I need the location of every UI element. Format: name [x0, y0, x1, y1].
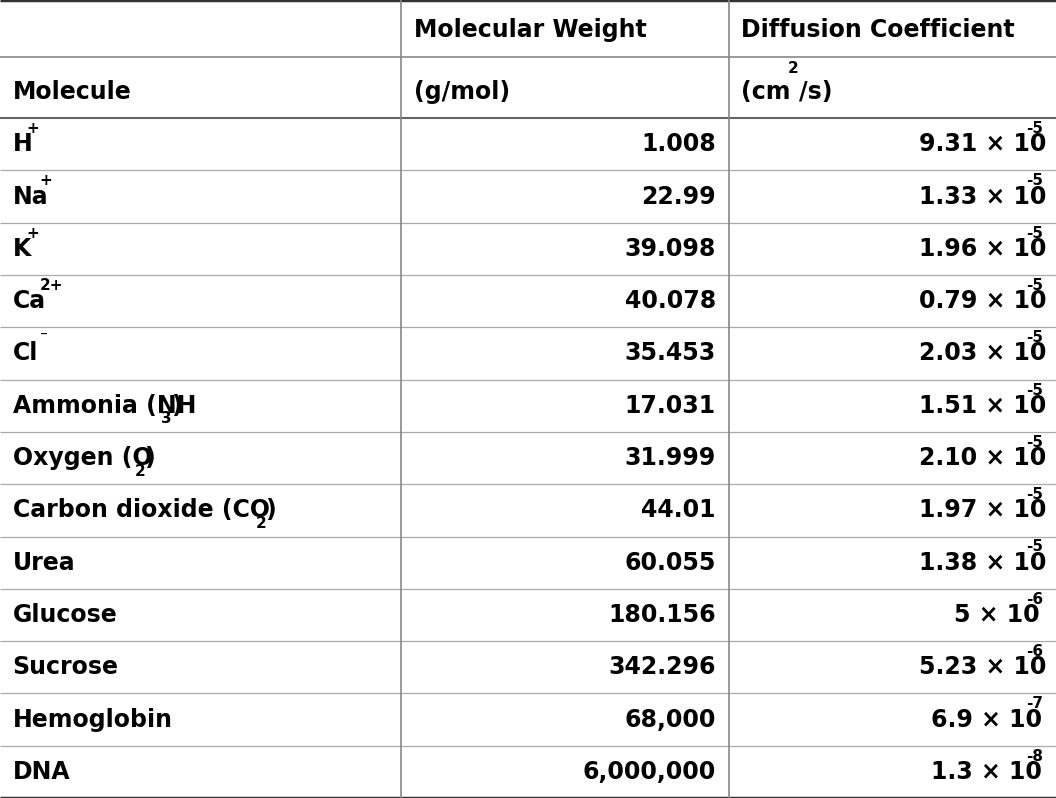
Text: (g/mol): (g/mol)	[414, 80, 510, 104]
Text: 17.031: 17.031	[625, 393, 716, 417]
Text: -5: -5	[1025, 330, 1042, 346]
Text: 5.23 × 10: 5.23 × 10	[919, 655, 1046, 679]
Text: 3: 3	[162, 411, 172, 426]
Text: Cl: Cl	[13, 342, 38, 365]
Text: -5: -5	[1025, 226, 1042, 241]
Text: Hemoglobin: Hemoglobin	[13, 708, 173, 732]
Text: Sucrose: Sucrose	[13, 655, 118, 679]
Text: 1.38 × 10: 1.38 × 10	[919, 551, 1046, 575]
Text: 31.999: 31.999	[625, 446, 716, 470]
Text: -5: -5	[1025, 121, 1042, 136]
Text: Oxygen (O: Oxygen (O	[13, 446, 152, 470]
Text: 39.098: 39.098	[624, 237, 716, 261]
Text: -7: -7	[1025, 697, 1042, 711]
Text: -5: -5	[1025, 435, 1042, 450]
Text: 40.078: 40.078	[625, 289, 716, 313]
Text: -6: -6	[1025, 592, 1043, 606]
Text: K: K	[13, 237, 31, 261]
Text: -5: -5	[1025, 278, 1042, 293]
Text: 2: 2	[134, 464, 145, 479]
Text: 2: 2	[256, 516, 267, 531]
Text: -5: -5	[1025, 487, 1042, 502]
Text: DNA: DNA	[13, 760, 71, 784]
Text: 180.156: 180.156	[608, 603, 716, 627]
Text: 2.03 × 10: 2.03 × 10	[919, 342, 1046, 365]
Text: -8: -8	[1025, 749, 1042, 764]
Text: ): )	[144, 446, 154, 470]
Text: Urea: Urea	[13, 551, 75, 575]
Text: -6: -6	[1025, 644, 1043, 659]
Text: 1.33 × 10: 1.33 × 10	[919, 184, 1046, 208]
Text: 1.51 × 10: 1.51 × 10	[919, 393, 1045, 417]
Text: /s): /s)	[799, 80, 833, 104]
Text: Molecule: Molecule	[13, 80, 131, 104]
Text: 1.3 × 10: 1.3 × 10	[930, 760, 1041, 784]
Text: 9.31 × 10: 9.31 × 10	[919, 132, 1046, 156]
Text: Molecular Weight: Molecular Weight	[414, 18, 646, 41]
Text: 1.97 × 10: 1.97 × 10	[919, 499, 1046, 523]
Text: Diffusion Coefficient: Diffusion Coefficient	[741, 18, 1015, 41]
Text: 6,000,000: 6,000,000	[583, 760, 716, 784]
Text: ⁻: ⁻	[40, 330, 48, 346]
Text: Na: Na	[13, 184, 49, 208]
Text: 1.96 × 10: 1.96 × 10	[919, 237, 1046, 261]
Text: Carbon dioxide (CO: Carbon dioxide (CO	[13, 499, 269, 523]
Text: -5: -5	[1025, 173, 1042, 188]
Text: 6.9 × 10: 6.9 × 10	[930, 708, 1041, 732]
Text: 5 × 10: 5 × 10	[955, 603, 1040, 627]
Text: 44.01: 44.01	[641, 499, 716, 523]
Text: 2.10 × 10: 2.10 × 10	[919, 446, 1045, 470]
Text: ): )	[171, 393, 182, 417]
Text: H: H	[13, 132, 33, 156]
Text: Glucose: Glucose	[13, 603, 117, 627]
Text: Ammonia (NH: Ammonia (NH	[13, 393, 196, 417]
Text: -5: -5	[1025, 539, 1042, 555]
Text: +: +	[40, 173, 53, 188]
Text: 60.055: 60.055	[624, 551, 716, 575]
Text: 68,000: 68,000	[624, 708, 716, 732]
Text: 1.008: 1.008	[641, 132, 716, 156]
Text: -5: -5	[1025, 382, 1042, 397]
Text: ): )	[265, 499, 277, 523]
Text: 342.296: 342.296	[608, 655, 716, 679]
Text: Ca: Ca	[13, 289, 45, 313]
Text: 22.99: 22.99	[641, 184, 716, 208]
Text: 2: 2	[788, 61, 798, 76]
Text: 2+: 2+	[40, 278, 63, 293]
Text: (cm: (cm	[741, 80, 791, 104]
Text: +: +	[26, 226, 39, 241]
Text: +: +	[26, 121, 39, 136]
Text: 35.453: 35.453	[625, 342, 716, 365]
Text: 0.79 × 10: 0.79 × 10	[919, 289, 1046, 313]
